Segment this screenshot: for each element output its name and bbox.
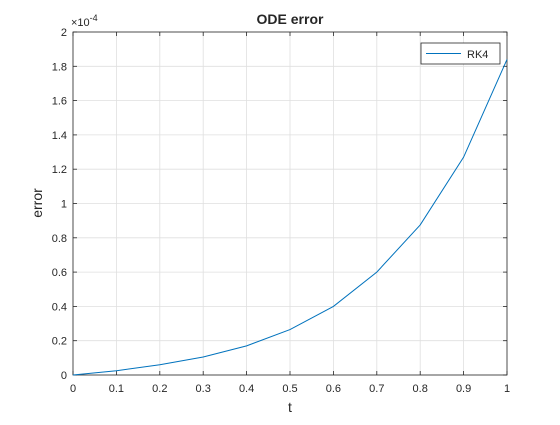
exponent-power: -4 bbox=[90, 13, 98, 23]
y-tick-label: 0 bbox=[61, 370, 67, 382]
exponent-base: ×10 bbox=[71, 17, 90, 29]
x-ticks: 0 0.1 0.2 0.3 0.4 0.5 0.6 0.7 0.8 0.9 1 bbox=[70, 32, 510, 395]
series-layer bbox=[72, 59, 508, 376]
y-tick-label: 0.8 bbox=[52, 233, 67, 245]
exponent-label: ×10-4 bbox=[71, 13, 98, 29]
y-tick-label: 0.2 bbox=[52, 336, 67, 348]
x-tick-label: 0.3 bbox=[196, 383, 211, 395]
x-tick-label: 0.7 bbox=[369, 383, 384, 395]
legend[interactable]: RK4 bbox=[420, 42, 501, 65]
y-tick-label: 0.6 bbox=[52, 267, 67, 279]
y-tick-label: 2 bbox=[61, 27, 67, 39]
x-tick-label: 0.4 bbox=[239, 383, 254, 395]
x-tick-label: 0.6 bbox=[326, 383, 341, 395]
y-tick-label: 1.2 bbox=[52, 164, 67, 176]
x-tick-label: 0.8 bbox=[413, 383, 428, 395]
y-tick-label: 1.8 bbox=[52, 61, 67, 73]
y-ticks: 0 0.2 0.4 0.6 0.8 1 1.2 1.4 1.6 1.8 2 bbox=[52, 27, 507, 382]
y-tick-label: 0.4 bbox=[52, 301, 67, 313]
x-tick-label: 0.1 bbox=[109, 383, 124, 395]
y-tick-label: 1.6 bbox=[52, 96, 67, 108]
x-tick-label: 0.9 bbox=[456, 383, 471, 395]
y-tick-label: 1.4 bbox=[52, 130, 67, 142]
x-tick-label: 0.2 bbox=[152, 383, 167, 395]
x-tick-label: 1 bbox=[504, 383, 510, 395]
legend-label: RK4 bbox=[467, 49, 488, 61]
x-axis-label: t bbox=[288, 399, 292, 415]
x-tick-label: 0.5 bbox=[282, 383, 297, 395]
y-axis-label: error bbox=[29, 188, 45, 218]
y-tick-label: 1 bbox=[61, 199, 67, 211]
x-tick-label: 0 bbox=[70, 383, 76, 395]
series-line-rk4 bbox=[72, 59, 508, 376]
chart-title: ODE error bbox=[257, 11, 324, 27]
